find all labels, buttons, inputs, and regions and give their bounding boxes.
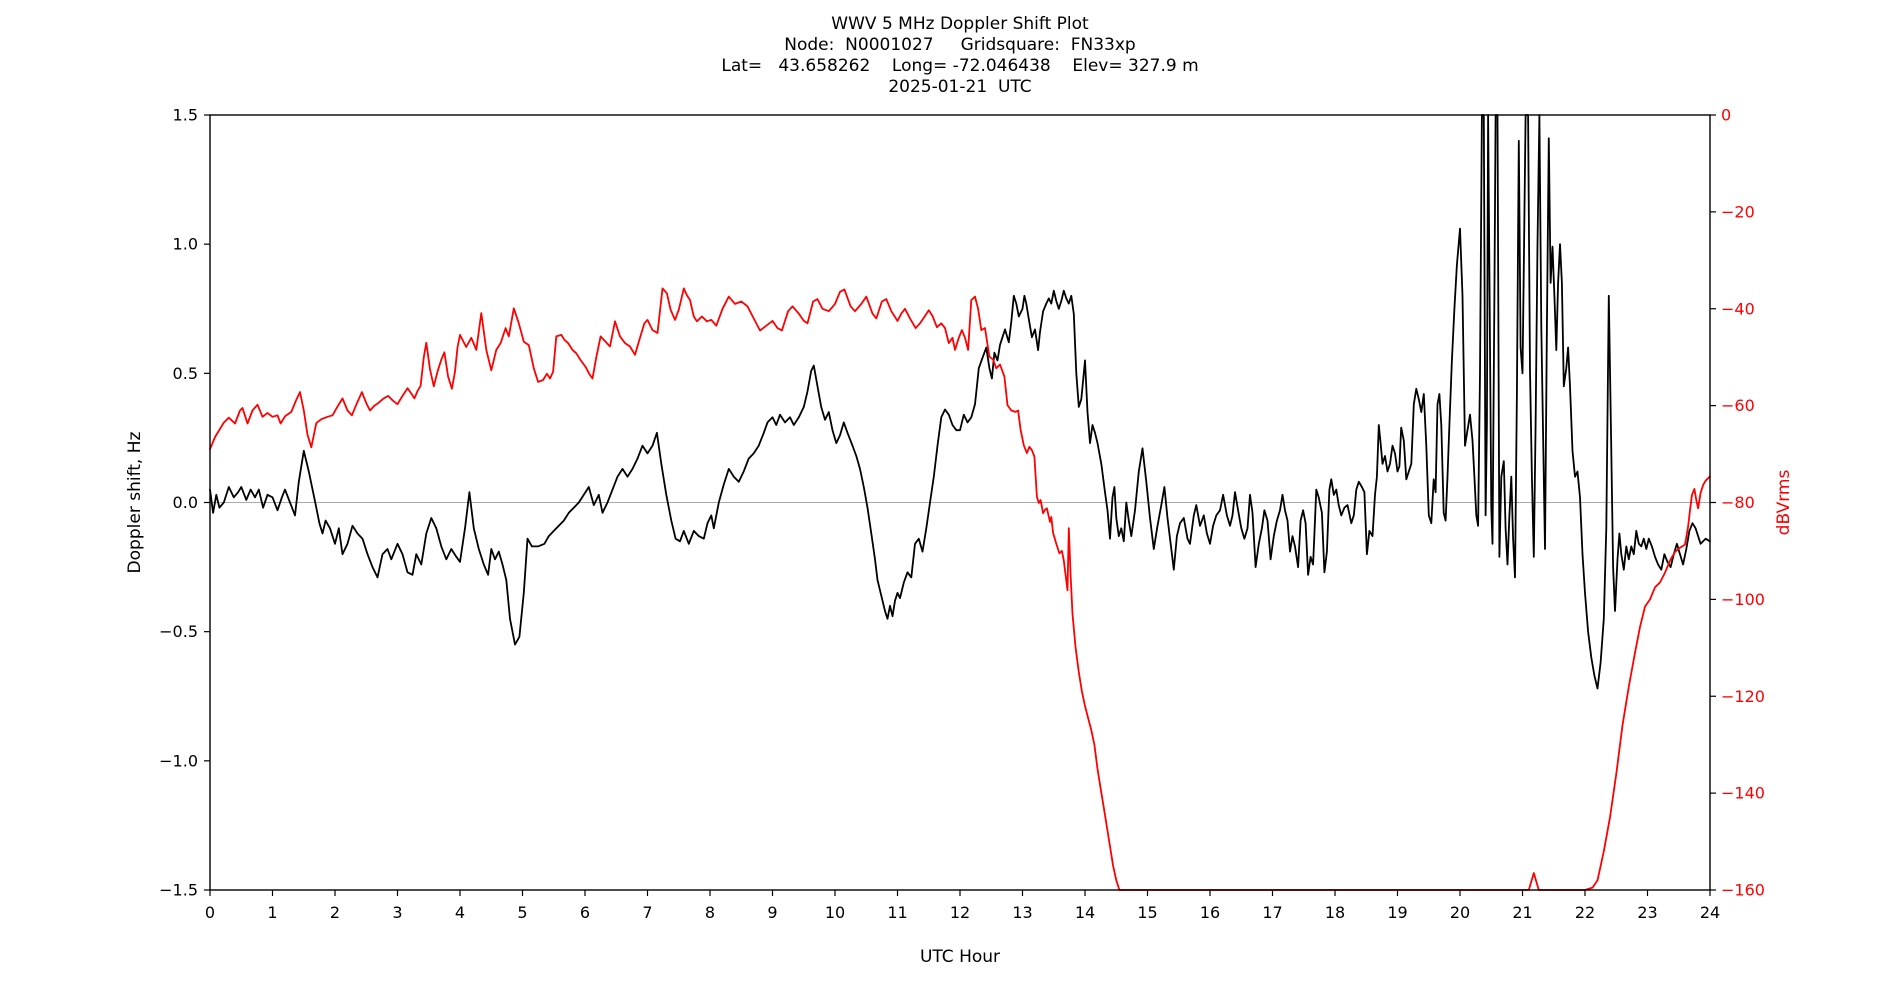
y-right-tick-label: −60 [1721,396,1755,415]
x-tick-label: 16 [1200,903,1220,922]
y-right-axis-label: dBVrms [1774,470,1794,536]
x-tick-label: 15 [1137,903,1157,922]
plot-title-block: WWV 5 MHz Doppler Shift Plot Node: N0001… [210,14,1710,98]
plot-title: WWV 5 MHz Doppler Shift Plot [831,14,1089,34]
x-tick-label: 17 [1262,903,1282,922]
x-tick-label: 19 [1387,903,1407,922]
y-right-tick-label: −80 [1721,493,1755,512]
y-left-tick-label: −0.5 [159,622,198,641]
x-tick-label: 10 [825,903,845,922]
y-right-tick-label: −40 [1721,299,1755,318]
y-right-tick-label: −140 [1721,784,1765,803]
y-right-tick-label: −160 [1721,881,1765,900]
dbvrms-curve [209,287,1711,891]
x-tick-label: 20 [1450,903,1470,922]
x-tick-label: 21 [1512,903,1532,922]
x-tick-label: 11 [887,903,907,922]
plot-subtitle-date: 2025-01-21 UTC [888,77,1032,97]
x-tick-label: 22 [1575,903,1595,922]
x-axis-label: UTC Hour [920,947,1000,967]
plot-subtitle-lat-long-elev: Lat= 43.658262 Long= -72.046438 Elev= 32… [721,56,1199,76]
plot-border [209,114,1711,891]
y-right-tick-label: −20 [1721,202,1755,221]
y-left-tick-label: 1.0 [173,235,198,254]
x-tick-label: 24 [1700,903,1720,922]
y-right-tick-label: 0 [1721,106,1731,125]
x-tick-label: 3 [392,903,402,922]
x-tick-label: 4 [455,903,465,922]
y-right-tick-label: −100 [1721,590,1765,609]
x-tick-label: 13 [1012,903,1032,922]
x-tick-label: 12 [950,903,970,922]
y-left-tick-label: −1.5 [159,881,198,900]
x-tick-label: 5 [517,903,527,922]
x-tick-label: 0 [205,903,215,922]
y-left-tick-label: 0.0 [173,493,198,512]
y-left-axis-label: Doppler shift, Hz [125,431,145,573]
plot-subtitle-node-gridsquare: Node: N0001027 Gridsquare: FN33xp [784,35,1136,55]
x-tick-label: 18 [1325,903,1345,922]
x-tick-label: 1 [267,903,277,922]
x-tick-label: 6 [580,903,590,922]
x-tick-label: 8 [705,903,715,922]
x-tick-label: 7 [642,903,652,922]
y-right-tick-label: −120 [1721,687,1765,706]
x-tick-label: 2 [330,903,340,922]
x-tick-label: 23 [1637,903,1657,922]
y-left-tick-label: 0.5 [173,364,198,383]
y-left-tick-label: 1.5 [173,106,198,125]
x-tick-label: 14 [1075,903,1095,922]
x-tick-label: 9 [767,903,777,922]
y-left-tick-label: −1.0 [159,751,198,770]
doppler-shift-curve [209,114,1711,690]
